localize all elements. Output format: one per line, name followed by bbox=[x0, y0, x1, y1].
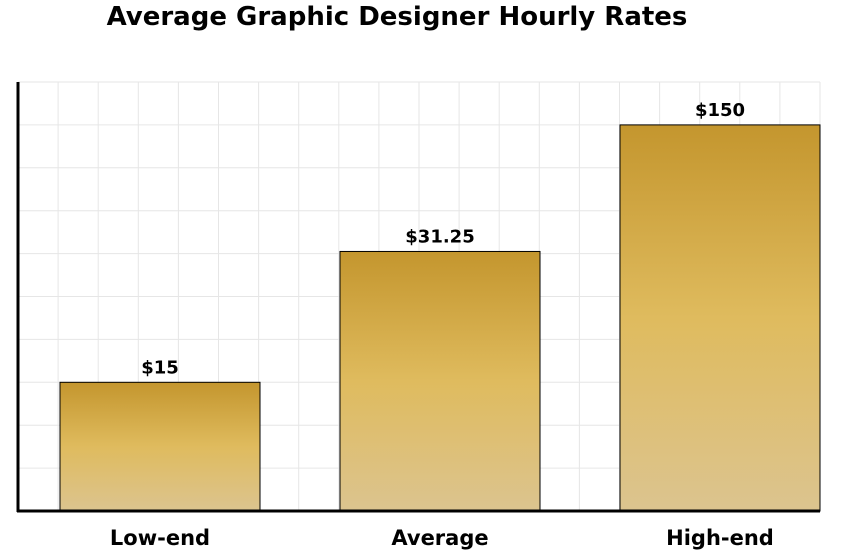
x-tick-label: High-end bbox=[666, 526, 774, 550]
data-label: $15 bbox=[141, 357, 179, 378]
bar-average bbox=[339, 250, 541, 512]
bar-high-end bbox=[619, 124, 821, 512]
data-label: $31.25 bbox=[405, 226, 474, 247]
bars bbox=[59, 124, 821, 512]
chart-title: Average Graphic Designer Hourly Rates bbox=[106, 2, 688, 32]
data-label: $150 bbox=[695, 100, 745, 121]
x-tick-labels: Low-end Average High-end bbox=[110, 526, 774, 550]
x-tick-label: Low-end bbox=[110, 526, 210, 550]
bar-low-end bbox=[59, 381, 261, 512]
data-labels: $15 $31.25 $150 bbox=[141, 100, 745, 378]
x-tick-label: Average bbox=[391, 526, 488, 550]
axes bbox=[16, 82, 820, 513]
